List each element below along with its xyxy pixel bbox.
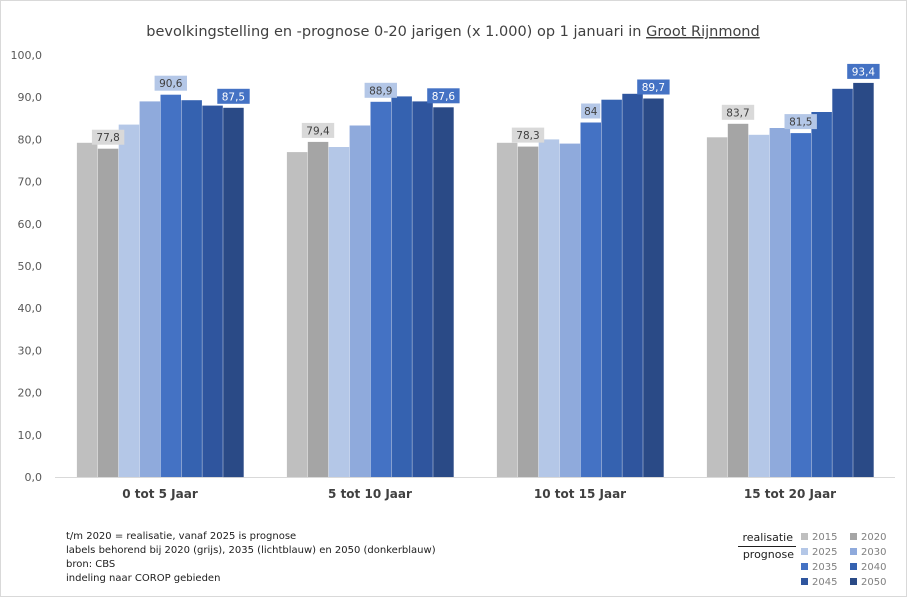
bar-2035 [370, 101, 391, 478]
y-tick-label: 0,0 [25, 471, 43, 484]
y-tick-label: 100,0 [11, 49, 43, 62]
bar-2030 [349, 125, 371, 477]
bar-2050 [433, 107, 454, 478]
legend-label-2035: 2035 [812, 562, 837, 573]
legend-group-realisatie: realisatie [742, 531, 793, 544]
legend-label-2045: 2045 [812, 577, 837, 588]
legend-swatch-2045 [801, 578, 808, 585]
data-label-box [511, 127, 545, 143]
data-label: 83,7 [726, 107, 749, 119]
y-tick-label: 20,0 [18, 387, 43, 400]
bar-2015 [76, 142, 98, 478]
bar-2015 [706, 137, 728, 478]
data-label: 90,6 [159, 78, 183, 90]
bar-2025 [748, 134, 770, 478]
note-line-1: t/m 2020 = realisatie, vanaf 2025 is pro… [66, 531, 297, 542]
data-label-box [217, 88, 250, 104]
bar-2045 [412, 101, 433, 478]
note-line-3: bron: CBS [66, 559, 116, 570]
bar-2040 [601, 99, 622, 477]
bar-2020 [97, 148, 119, 477]
data-label: 81,5 [789, 117, 812, 129]
bar-2020 [307, 141, 329, 477]
data-label: 79,4 [306, 125, 330, 137]
data-label: 84 [584, 106, 598, 118]
data-label-box [154, 75, 187, 91]
category-label: 15 tot 20 Jaar [744, 487, 836, 501]
data-label: 78,3 [516, 130, 539, 142]
legend-label-2030: 2030 [861, 547, 886, 558]
data-label-box [847, 63, 880, 79]
bar-2040 [181, 100, 202, 477]
legend-swatch-2025 [801, 548, 808, 555]
bar-2050 [643, 98, 664, 477]
legend-swatch-2050 [850, 578, 857, 585]
bar-2045 [202, 105, 223, 477]
data-label: 88,9 [369, 85, 392, 97]
data-label: 87,6 [432, 91, 456, 103]
y-tick-label: 10,0 [18, 429, 43, 442]
chart-title-region-link[interactable]: Groot Rijnmond [646, 24, 760, 40]
y-tick-label: 30,0 [18, 344, 43, 357]
bar-2035 [790, 133, 811, 477]
bar-2050 [853, 82, 874, 478]
data-label-box [427, 88, 460, 104]
data-label-box [637, 79, 670, 95]
data-label-box [721, 104, 755, 120]
bar-2040 [811, 112, 832, 477]
legend-label-2040: 2040 [861, 562, 886, 573]
bar-2020 [517, 146, 539, 477]
legend-swatch-2015 [801, 533, 808, 540]
note-line-2: labels behorend bij 2020 (grijs), 2035 (… [66, 545, 436, 556]
legend-label-2025: 2025 [812, 547, 837, 558]
data-label-box [364, 82, 397, 98]
bar-2025 [538, 139, 560, 477]
bar-2035 [580, 122, 601, 477]
y-tick-label: 90,0 [18, 91, 43, 104]
chart-title-main: bevolkingstelling en -prognose 0-20 jari… [146, 24, 646, 40]
y-tick-label: 40,0 [18, 302, 43, 315]
legend-label-2050: 2050 [861, 577, 886, 588]
data-label: 93,4 [852, 66, 876, 78]
bar-2030 [769, 128, 791, 477]
data-label: 77,8 [96, 132, 119, 144]
legend-swatch-2040 [850, 563, 857, 570]
data-label: 89,7 [642, 82, 665, 94]
legend-swatch-2035 [801, 563, 808, 570]
category-label: 5 tot 10 Jaar [328, 487, 412, 501]
legend-group-prognose: prognose [743, 548, 794, 561]
category-label: 10 tot 15 Jaar [534, 487, 626, 501]
note-line-4: indeling naar COROP gebieden [66, 573, 221, 584]
data-label-box [581, 103, 601, 119]
legend-swatch-2020 [850, 533, 857, 540]
bar-2040 [391, 96, 412, 478]
legend-swatch-2030 [850, 548, 857, 555]
data-label: 87,5 [222, 91, 245, 103]
bar-2045 [622, 93, 643, 478]
legend-label-2020: 2020 [861, 532, 886, 543]
legend-label-2015: 2015 [812, 532, 837, 543]
bar-2050 [223, 107, 244, 478]
data-label-box [784, 114, 817, 130]
y-tick-label: 50,0 [18, 260, 43, 273]
chart-title: bevolkingstelling en -prognose 0-20 jari… [146, 24, 759, 40]
category-label: 0 tot 5 Jaar [122, 487, 198, 501]
bar-2025 [118, 124, 140, 477]
bar-2020 [727, 123, 749, 478]
bar-2015 [496, 142, 518, 478]
y-tick-label: 70,0 [18, 176, 43, 189]
y-tick-label: 60,0 [18, 218, 43, 231]
data-label-box [91, 129, 125, 145]
bar-2035 [160, 94, 181, 477]
bar-2030 [559, 143, 581, 477]
bar-2025 [328, 147, 350, 477]
bar-2045 [832, 88, 853, 478]
bar-2015 [286, 152, 308, 477]
data-label-box [301, 122, 335, 138]
y-tick-label: 80,0 [18, 133, 43, 146]
bar-2030 [139, 101, 161, 478]
